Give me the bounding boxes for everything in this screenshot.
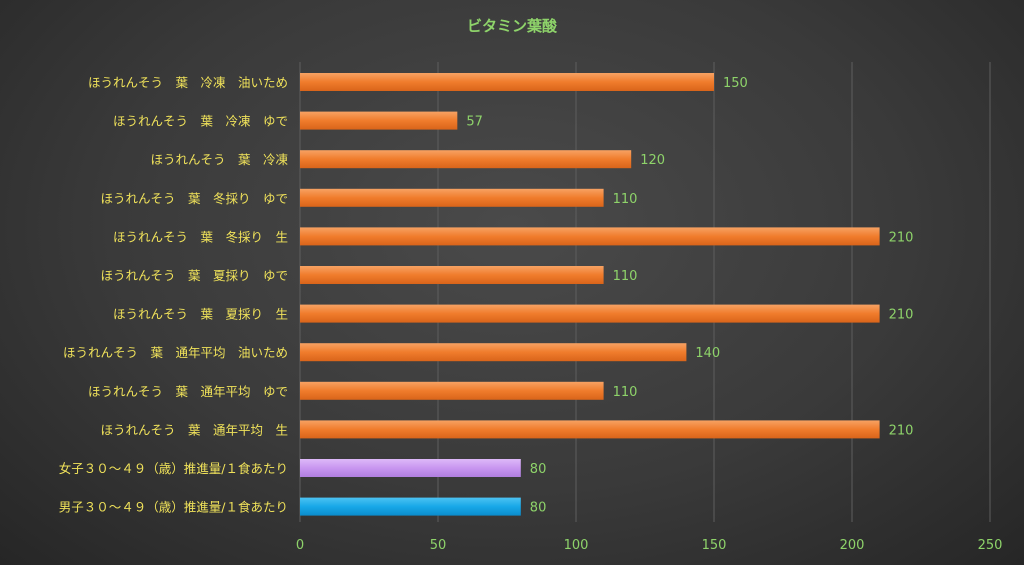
- bar: [300, 343, 687, 362]
- data-label: 140: [695, 346, 720, 361]
- x-axis-tick-labels: 0 50 100 150 200 250: [296, 538, 1003, 553]
- gridlines: [299, 62, 991, 522]
- data-label: 80: [530, 501, 547, 516]
- category-label: ほうれんそう 葉 通年平均 生: [100, 422, 288, 437]
- category-label: ほうれんそう 葉 冬採り 生: [113, 229, 288, 244]
- x-tick-label: 200: [840, 538, 865, 553]
- bar: [300, 304, 880, 323]
- bar: [300, 266, 604, 284]
- data-label: 120: [640, 153, 665, 168]
- x-tick-label: 50: [430, 538, 447, 553]
- value-labels: 150 57 120 110 210 110 210 140 110 210 80 80: [466, 76, 913, 516]
- data-label: 110: [613, 385, 638, 400]
- data-label: 110: [613, 269, 638, 284]
- category-label: ほうれんそう 葉 冷凍 ゆで: [113, 114, 288, 129]
- category-label: ほうれんそう 葉 通年平均 ゆで: [88, 384, 288, 399]
- bar: [300, 188, 604, 207]
- x-tick-label: 150: [702, 538, 727, 553]
- data-label: 150: [723, 76, 748, 91]
- data-label: 210: [889, 308, 914, 323]
- category-label: 女子３０～４９（歳）推進量/１食あたり: [59, 461, 288, 476]
- x-tick-label: 100: [564, 538, 589, 553]
- bar: [300, 459, 521, 477]
- bar: [300, 497, 521, 516]
- category-label: ほうれんそう 葉 冷凍 油いため: [88, 75, 288, 90]
- category-label: ほうれんそう 葉 夏採り 生: [113, 307, 288, 322]
- bar: [300, 150, 632, 169]
- data-label: 210: [889, 230, 914, 245]
- category-label: ほうれんそう 葉 夏採り ゆで: [100, 268, 288, 283]
- data-label: 57: [466, 115, 483, 130]
- bars: [300, 73, 880, 516]
- bar: [300, 73, 714, 91]
- data-label: 80: [530, 462, 547, 477]
- chart-title: ビタミン葉酸: [467, 17, 558, 35]
- bar: [300, 111, 458, 130]
- category-label: ほうれんそう 葉 通年平均 油いため: [63, 345, 288, 360]
- data-label: 110: [613, 192, 638, 207]
- bar: [300, 381, 604, 400]
- x-tick-label: 0: [296, 538, 304, 553]
- x-tick-label: 250: [978, 538, 1003, 553]
- category-label: ほうれんそう 葉 冷凍: [150, 152, 288, 167]
- bar: [300, 420, 880, 439]
- data-label: 210: [889, 423, 914, 438]
- bar: [300, 227, 880, 246]
- category-label: 男子３０～４９（歳）推進量/１食あたり: [59, 500, 288, 515]
- category-label: ほうれんそう 葉 冬採り ゆで: [100, 191, 288, 206]
